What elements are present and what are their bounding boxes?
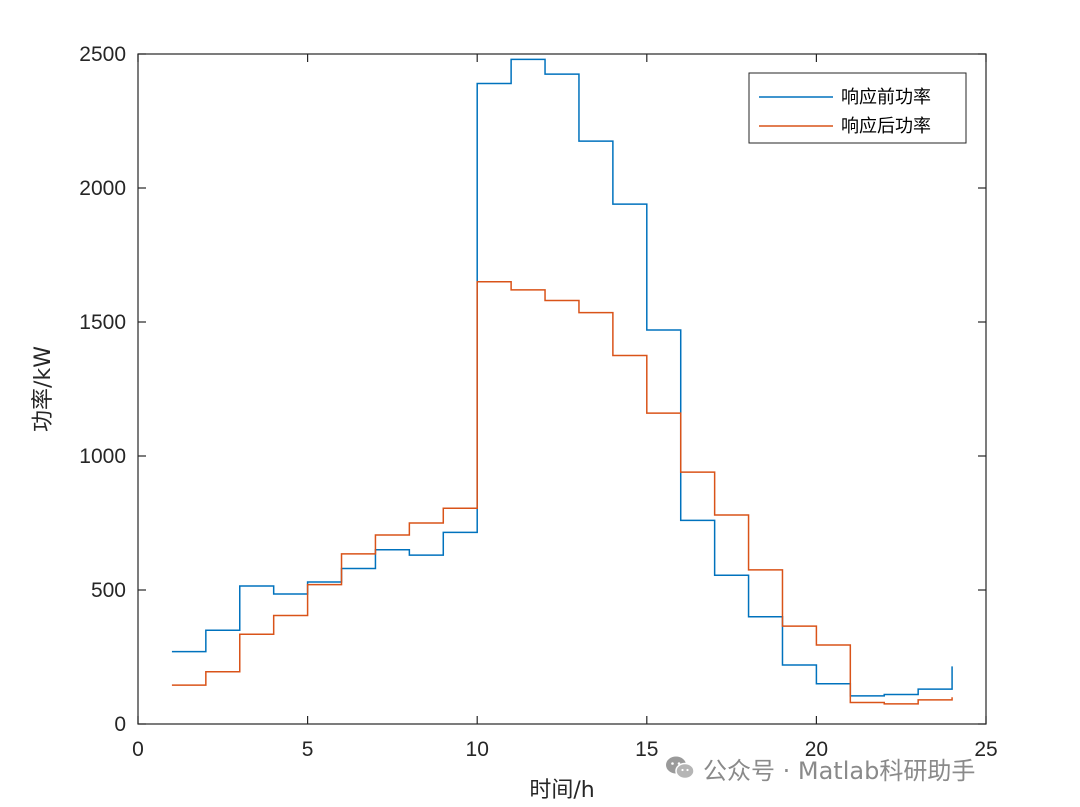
- y-tick-label: 0: [114, 713, 126, 736]
- x-tick-label: 15: [635, 738, 658, 761]
- y-tick-label: 2500: [79, 43, 126, 66]
- x-tick-label: 0: [132, 738, 144, 761]
- watermark-text: 公众号 · Matlab科研助手: [703, 756, 976, 785]
- tick-labels: 0 5 10 15 20 25 0 500 1000 1500 2000 2500: [79, 43, 997, 761]
- y-tick-label: 2000: [79, 177, 126, 200]
- axes: [137, 53, 987, 725]
- plot-background: [138, 54, 986, 724]
- y-tick-label: 1500: [79, 311, 126, 334]
- y-tick-label: 1000: [79, 445, 126, 468]
- watermark: 公众号 · Matlab科研助手: [665, 748, 975, 788]
- x-tick-label: 5: [302, 738, 314, 761]
- series-line-1: [171, 281, 953, 705]
- plot-area: [138, 54, 986, 724]
- y-axis-label: 功率/kW: [31, 346, 56, 432]
- wechat-icon: [666, 756, 695, 780]
- x-axis-label: 时间/h: [529, 778, 594, 803]
- series-layer: [171, 58, 953, 705]
- axes-box: [137, 53, 987, 725]
- legend-label-0: 响应前功率: [841, 87, 931, 108]
- legend-label-1: 响应后功率: [841, 116, 931, 137]
- x-tick-label: 20: [805, 738, 828, 761]
- legend-box: [748, 72, 967, 144]
- y-tick-label: 500: [91, 579, 126, 602]
- x-tick-label: 25: [974, 738, 997, 761]
- x-tick-label: 10: [466, 738, 489, 761]
